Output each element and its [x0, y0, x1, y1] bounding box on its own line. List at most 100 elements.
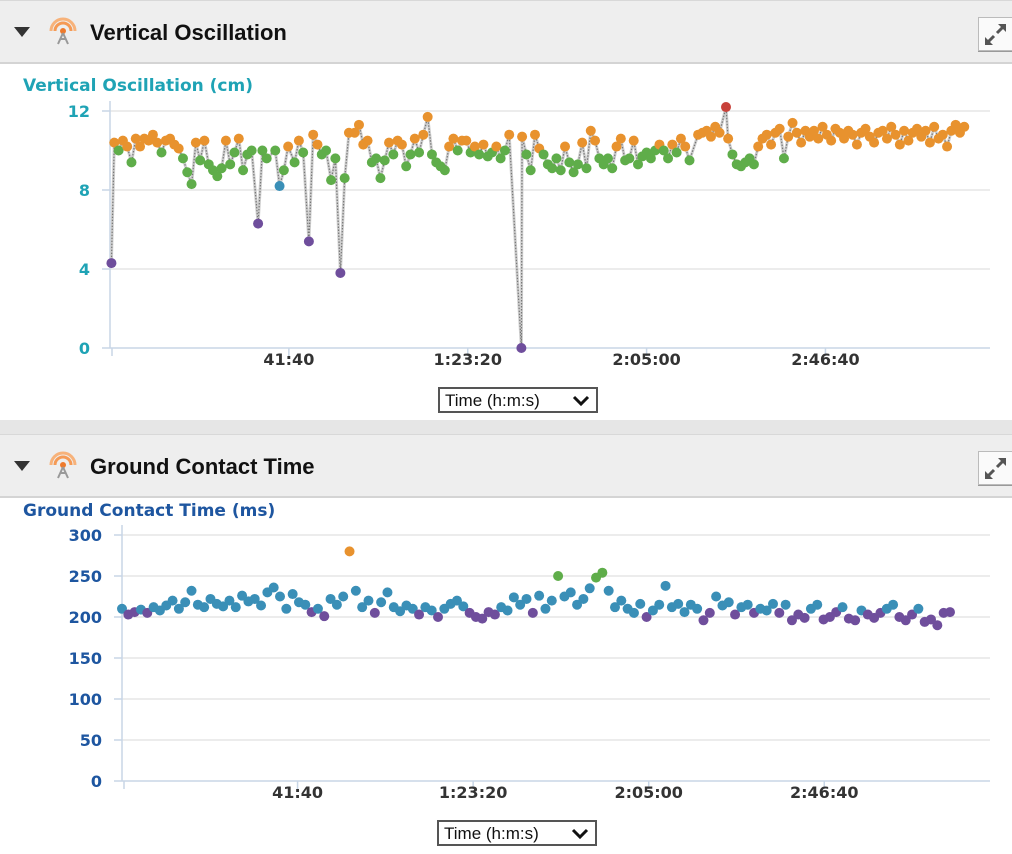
data-point: [860, 123, 871, 134]
data-point: [654, 599, 665, 610]
data-point: [396, 139, 407, 150]
data-point: [130, 133, 141, 144]
data-point: [796, 137, 807, 148]
x-tick-label: 2:46:40: [791, 350, 859, 369]
chevron-down-icon: [571, 828, 589, 840]
data-point: [173, 143, 184, 154]
data-point: [182, 167, 193, 178]
data-point: [768, 598, 778, 609]
data-point: [926, 614, 937, 625]
data-point: [489, 609, 500, 620]
data-point: [663, 153, 674, 164]
ground-contact-time-chart: 0 50 100 150 200 250 300 41:40 1:23:20 2:05:00 2:4…: [69, 525, 990, 802]
data-point: [673, 598, 684, 609]
data-point: [641, 612, 652, 622]
data-point: [924, 137, 935, 148]
data-point: [540, 603, 551, 614]
data-point: [319, 611, 330, 622]
x-tick-label: 2:46:40: [790, 783, 858, 802]
data-point: [199, 135, 210, 146]
data-point: [293, 135, 304, 146]
data-point: [338, 591, 349, 602]
data-point: [405, 149, 416, 160]
panel-header: Ground Contact Time: [0, 434, 1012, 498]
data-point: [278, 165, 289, 176]
data-point: [645, 153, 656, 164]
data-point: [568, 167, 579, 178]
data-point: [216, 163, 227, 174]
x-axis-select[interactable]: Time (h:m:s): [437, 820, 597, 846]
data-point: [932, 620, 943, 631]
data-point: [508, 592, 519, 603]
data-point: [414, 147, 425, 158]
data-point: [886, 121, 897, 132]
data-point: [761, 129, 772, 140]
y-tick-label: 300: [69, 526, 102, 545]
data-point: [281, 603, 292, 614]
data-point: [407, 603, 418, 614]
data-point: [395, 606, 406, 617]
caret-down-icon[interactable]: [14, 27, 30, 37]
data-point: [553, 571, 564, 581]
x-tick-label: 1:23:20: [439, 783, 507, 802]
data-point: [609, 602, 620, 613]
y-tick-label: 4: [79, 260, 90, 279]
data-point: [572, 159, 583, 170]
data-point: [529, 129, 540, 140]
data-point: [538, 149, 549, 160]
data-point: [899, 125, 910, 136]
data-point: [249, 593, 260, 604]
data-point: [837, 602, 848, 613]
data-point: [321, 145, 332, 156]
data-point: [253, 218, 264, 229]
data-point: [433, 612, 444, 622]
data-point: [335, 267, 346, 278]
data-point: [675, 133, 686, 144]
data-point: [658, 145, 669, 156]
data-point: [312, 603, 323, 614]
sensor-broadcast-icon: [49, 17, 77, 45]
data-point: [624, 153, 635, 164]
caret-down-icon[interactable]: [14, 461, 30, 471]
data-point: [353, 119, 364, 130]
panel-header: Vertical Oscillation: [0, 0, 1012, 64]
y-axis-title: Ground Contact Time (ms): [23, 501, 276, 521]
data-point: [371, 153, 382, 164]
data-point: [597, 567, 608, 578]
data-point: [268, 582, 279, 593]
data-point: [572, 599, 583, 610]
y-tick-label: 50: [80, 731, 102, 750]
data-point: [774, 607, 785, 618]
data-point: [401, 161, 412, 172]
data-point: [551, 153, 562, 164]
data-point: [477, 613, 488, 624]
data-point: [357, 602, 368, 613]
data-point: [499, 145, 510, 156]
data-point: [527, 607, 538, 618]
y-tick-label: 8: [79, 181, 90, 200]
data-point: [218, 601, 229, 612]
data-point: [913, 603, 924, 614]
data-point: [680, 141, 691, 152]
data-point: [547, 163, 558, 174]
data-point: [246, 145, 257, 156]
data-point: [546, 595, 557, 606]
data-point: [469, 141, 480, 152]
x-axis-select[interactable]: Time (h:m:s): [438, 387, 598, 413]
data-point: [331, 599, 342, 610]
data-point: [534, 590, 545, 601]
data-point: [233, 133, 244, 144]
y-axis-title: Vertical Oscillation (cm): [23, 76, 253, 96]
data-point: [711, 591, 722, 602]
data-point: [692, 603, 703, 614]
expand-button[interactable]: [978, 451, 1012, 485]
data-point: [812, 599, 823, 610]
data-point: [671, 147, 682, 158]
data-point: [117, 603, 127, 614]
y-tick-label: 200: [69, 608, 102, 627]
data-point: [628, 135, 639, 146]
data-point: [907, 609, 918, 620]
data-point: [298, 147, 309, 158]
expand-button[interactable]: [978, 17, 1012, 51]
data-point: [224, 595, 235, 606]
